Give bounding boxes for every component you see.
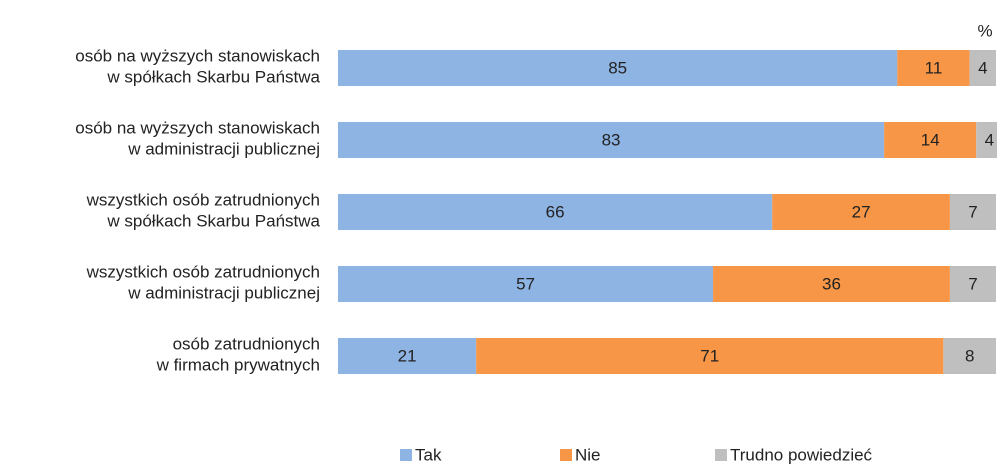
category-label-line: osób na wyższych stanowiskach bbox=[75, 119, 320, 138]
value-label: 4 bbox=[985, 130, 994, 149]
bar-segment bbox=[772, 194, 950, 230]
bar-segment bbox=[338, 266, 714, 302]
category-label-line: w administracji publicznej bbox=[127, 140, 320, 159]
value-label: 7 bbox=[968, 202, 977, 221]
bar-segment bbox=[338, 338, 477, 374]
bar-segment bbox=[338, 50, 898, 86]
bar-segment bbox=[897, 50, 970, 86]
category-label-line: osób zatrudnionych bbox=[173, 335, 320, 354]
legend-swatch bbox=[560, 449, 572, 461]
bar-segment bbox=[976, 122, 997, 158]
category-label-line: osób na wyższych stanowiskach bbox=[75, 47, 320, 66]
value-label: 71 bbox=[700, 346, 719, 365]
value-label: 57 bbox=[516, 274, 535, 293]
category-label-line: w administracji publicznej bbox=[127, 284, 320, 303]
value-label: 83 bbox=[602, 130, 621, 149]
category-label-line: wszystkich osób zatrudnionych bbox=[86, 191, 320, 210]
legend-swatch bbox=[715, 449, 727, 461]
bar-segment bbox=[969, 50, 996, 86]
category-label: osób na wyższych stanowiskach w spółkach … bbox=[75, 47, 320, 87]
value-label: 4 bbox=[978, 58, 987, 77]
category-label: wszystkich osób zatrudnionych w spółkach … bbox=[86, 191, 321, 231]
value-label: 27 bbox=[852, 202, 871, 221]
category-label: osób zatrudnionych w firmach prywatnych bbox=[156, 335, 320, 375]
category-label: wszystkich osób zatrudnionych w administr… bbox=[86, 263, 320, 303]
legend-label: Tak bbox=[415, 445, 442, 464]
category-label-line: w spółkach Skarbu Państwa bbox=[106, 212, 320, 231]
legend-label: Nie bbox=[575, 445, 601, 464]
value-label: 11 bbox=[925, 58, 943, 77]
bar-segment bbox=[476, 338, 944, 374]
bar-segment bbox=[713, 266, 950, 302]
bar-segment bbox=[949, 194, 996, 230]
bar-segment bbox=[943, 338, 996, 374]
bar-segment bbox=[884, 122, 977, 158]
value-label: 85 bbox=[608, 58, 627, 77]
category-label-line: w spółkach Skarbu Państwa bbox=[106, 68, 320, 87]
value-label: 36 bbox=[822, 274, 841, 293]
unit-label: % bbox=[977, 21, 992, 40]
legend-swatch bbox=[400, 449, 412, 461]
value-label: 14 bbox=[921, 130, 940, 149]
legend-label: Trudno powiedzieć bbox=[730, 445, 873, 464]
bar-segment bbox=[338, 122, 885, 158]
bar-segment bbox=[338, 194, 773, 230]
category-label: osób na wyższych stanowiskach w administr… bbox=[75, 119, 320, 159]
value-label: 8 bbox=[965, 346, 974, 365]
category-label-line: wszystkich osób zatrudnionych bbox=[86, 263, 320, 282]
value-label: 66 bbox=[546, 202, 565, 221]
category-label-line: w firmach prywatnych bbox=[156, 356, 320, 375]
bar-segment bbox=[949, 266, 996, 302]
value-label: 21 bbox=[398, 346, 417, 365]
value-label: 7 bbox=[968, 274, 977, 293]
